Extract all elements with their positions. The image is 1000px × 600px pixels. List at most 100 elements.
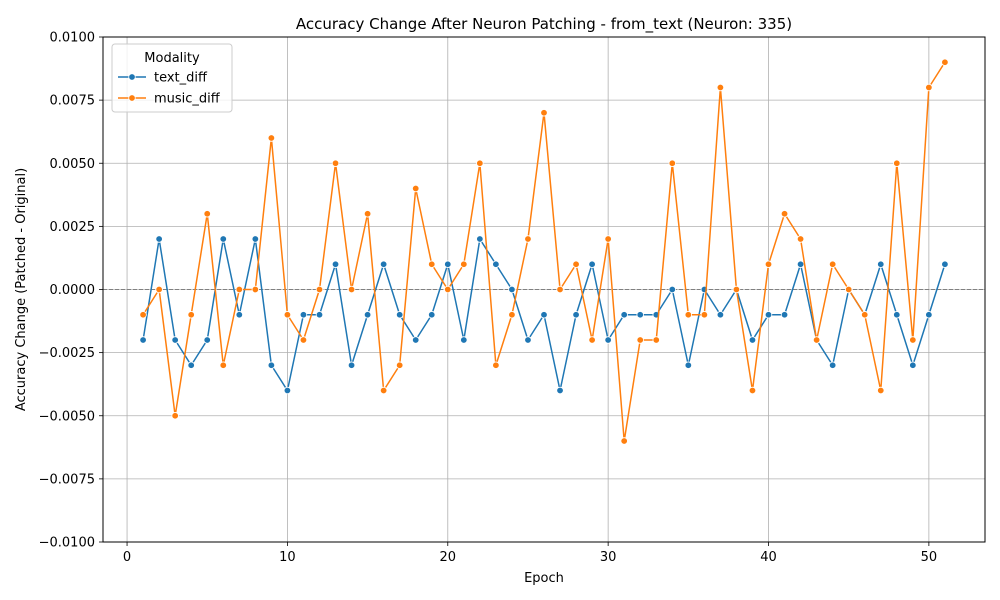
- data-point: [267, 361, 276, 369]
- data-point: [572, 311, 580, 319]
- data-point: [315, 285, 324, 294]
- legend-item-text_diff: text_diff: [118, 71, 208, 86]
- data-point: [412, 336, 420, 344]
- data-point: [620, 311, 628, 319]
- data-point: [139, 336, 147, 344]
- data-point: [556, 386, 564, 395]
- data-point: [796, 260, 805, 268]
- data-point: [267, 134, 276, 142]
- legend-swatch-marker: [128, 94, 136, 102]
- data-point: [219, 235, 227, 243]
- data-point: [187, 311, 195, 319]
- data-point: [203, 210, 211, 218]
- data-point: [732, 285, 741, 294]
- data-point: [684, 361, 693, 369]
- data-point: [508, 311, 516, 319]
- y-tick-label: −0.0100: [39, 536, 95, 551]
- data-point: [925, 83, 933, 92]
- data-point: [283, 311, 292, 319]
- y-tick-label: −0.0025: [39, 346, 95, 361]
- data-point: [395, 311, 404, 319]
- data-point: [347, 285, 356, 294]
- y-tick-label: −0.0075: [39, 472, 95, 487]
- data-point: [155, 285, 163, 294]
- data-point: [748, 386, 757, 395]
- data-point: [492, 361, 500, 369]
- data-point: [235, 285, 244, 294]
- data-point: [925, 311, 933, 319]
- data-point: [331, 260, 340, 268]
- data-point: [476, 235, 484, 243]
- y-tick-label: 0.0000: [50, 283, 96, 298]
- data-point: [412, 184, 420, 193]
- series-layer: [139, 58, 949, 445]
- data-point: [363, 210, 372, 218]
- data-point: [877, 386, 885, 395]
- data-point: [379, 260, 388, 268]
- data-point: [524, 336, 532, 344]
- data-point: [636, 336, 644, 344]
- data-point: [524, 235, 532, 243]
- x-tick-label: 0: [123, 550, 131, 565]
- data-point: [251, 285, 260, 294]
- data-point: [460, 260, 468, 268]
- data-point: [828, 361, 837, 369]
- data-point: [764, 311, 773, 319]
- chart-title: Accuracy Change After Neuron Patching - …: [296, 15, 792, 34]
- data-point: [941, 260, 949, 268]
- data-point: [716, 83, 725, 92]
- data-point: [540, 311, 548, 319]
- data-point: [668, 159, 676, 167]
- data-point: [909, 361, 917, 369]
- data-point: [588, 260, 596, 268]
- data-point: [444, 285, 452, 294]
- x-tick-label: 50: [921, 550, 938, 565]
- data-point: [668, 285, 676, 294]
- y-tick-label: 0.0050: [50, 157, 96, 172]
- data-point: [347, 361, 356, 369]
- data-point: [203, 336, 211, 344]
- data-point: [428, 311, 436, 319]
- data-point: [395, 361, 404, 369]
- data-point: [941, 58, 949, 66]
- y-tick-label: 0.0075: [50, 94, 96, 109]
- series-music_diff: [139, 58, 949, 445]
- x-axis: 0 10 20 30 40 50: [123, 542, 937, 565]
- data-point: [444, 260, 452, 268]
- data-point: [171, 412, 179, 420]
- data-point: [379, 386, 388, 395]
- data-point: [861, 311, 869, 319]
- legend-box: [111, 43, 233, 113]
- data-point: [460, 336, 468, 344]
- x-tick-label: 30: [600, 550, 617, 565]
- y-axis: −0.0100 −0.0075 −0.0050 −0.0025 0.0000 0.0025…: [39, 31, 103, 551]
- data-point: [171, 336, 179, 344]
- data-point: [909, 336, 917, 344]
- data-point: [155, 235, 163, 243]
- data-point: [700, 311, 709, 319]
- data-point: [476, 159, 484, 167]
- data-point: [620, 437, 628, 445]
- data-point: [636, 311, 644, 319]
- data-point: [299, 336, 308, 344]
- data-point: [540, 109, 548, 117]
- data-point: [187, 361, 195, 369]
- data-point: [716, 311, 725, 319]
- data-point: [492, 260, 500, 268]
- data-point: [604, 235, 612, 243]
- x-tick-label: 10: [279, 550, 296, 565]
- data-point: [556, 285, 564, 294]
- legend-item-music_diff: music_diff: [118, 92, 221, 107]
- data-point: [315, 311, 324, 319]
- legend-label: text_diff: [154, 71, 208, 86]
- data-point: [588, 336, 596, 344]
- data-point: [893, 311, 901, 319]
- data-point: [299, 311, 308, 319]
- data-point: [893, 159, 901, 167]
- y-axis-label: Accuracy Change (Patched - Original): [14, 168, 29, 411]
- data-point: [684, 311, 693, 319]
- data-point: [428, 260, 436, 268]
- data-point: [508, 285, 516, 294]
- y-tick-label: 0.0100: [50, 31, 96, 46]
